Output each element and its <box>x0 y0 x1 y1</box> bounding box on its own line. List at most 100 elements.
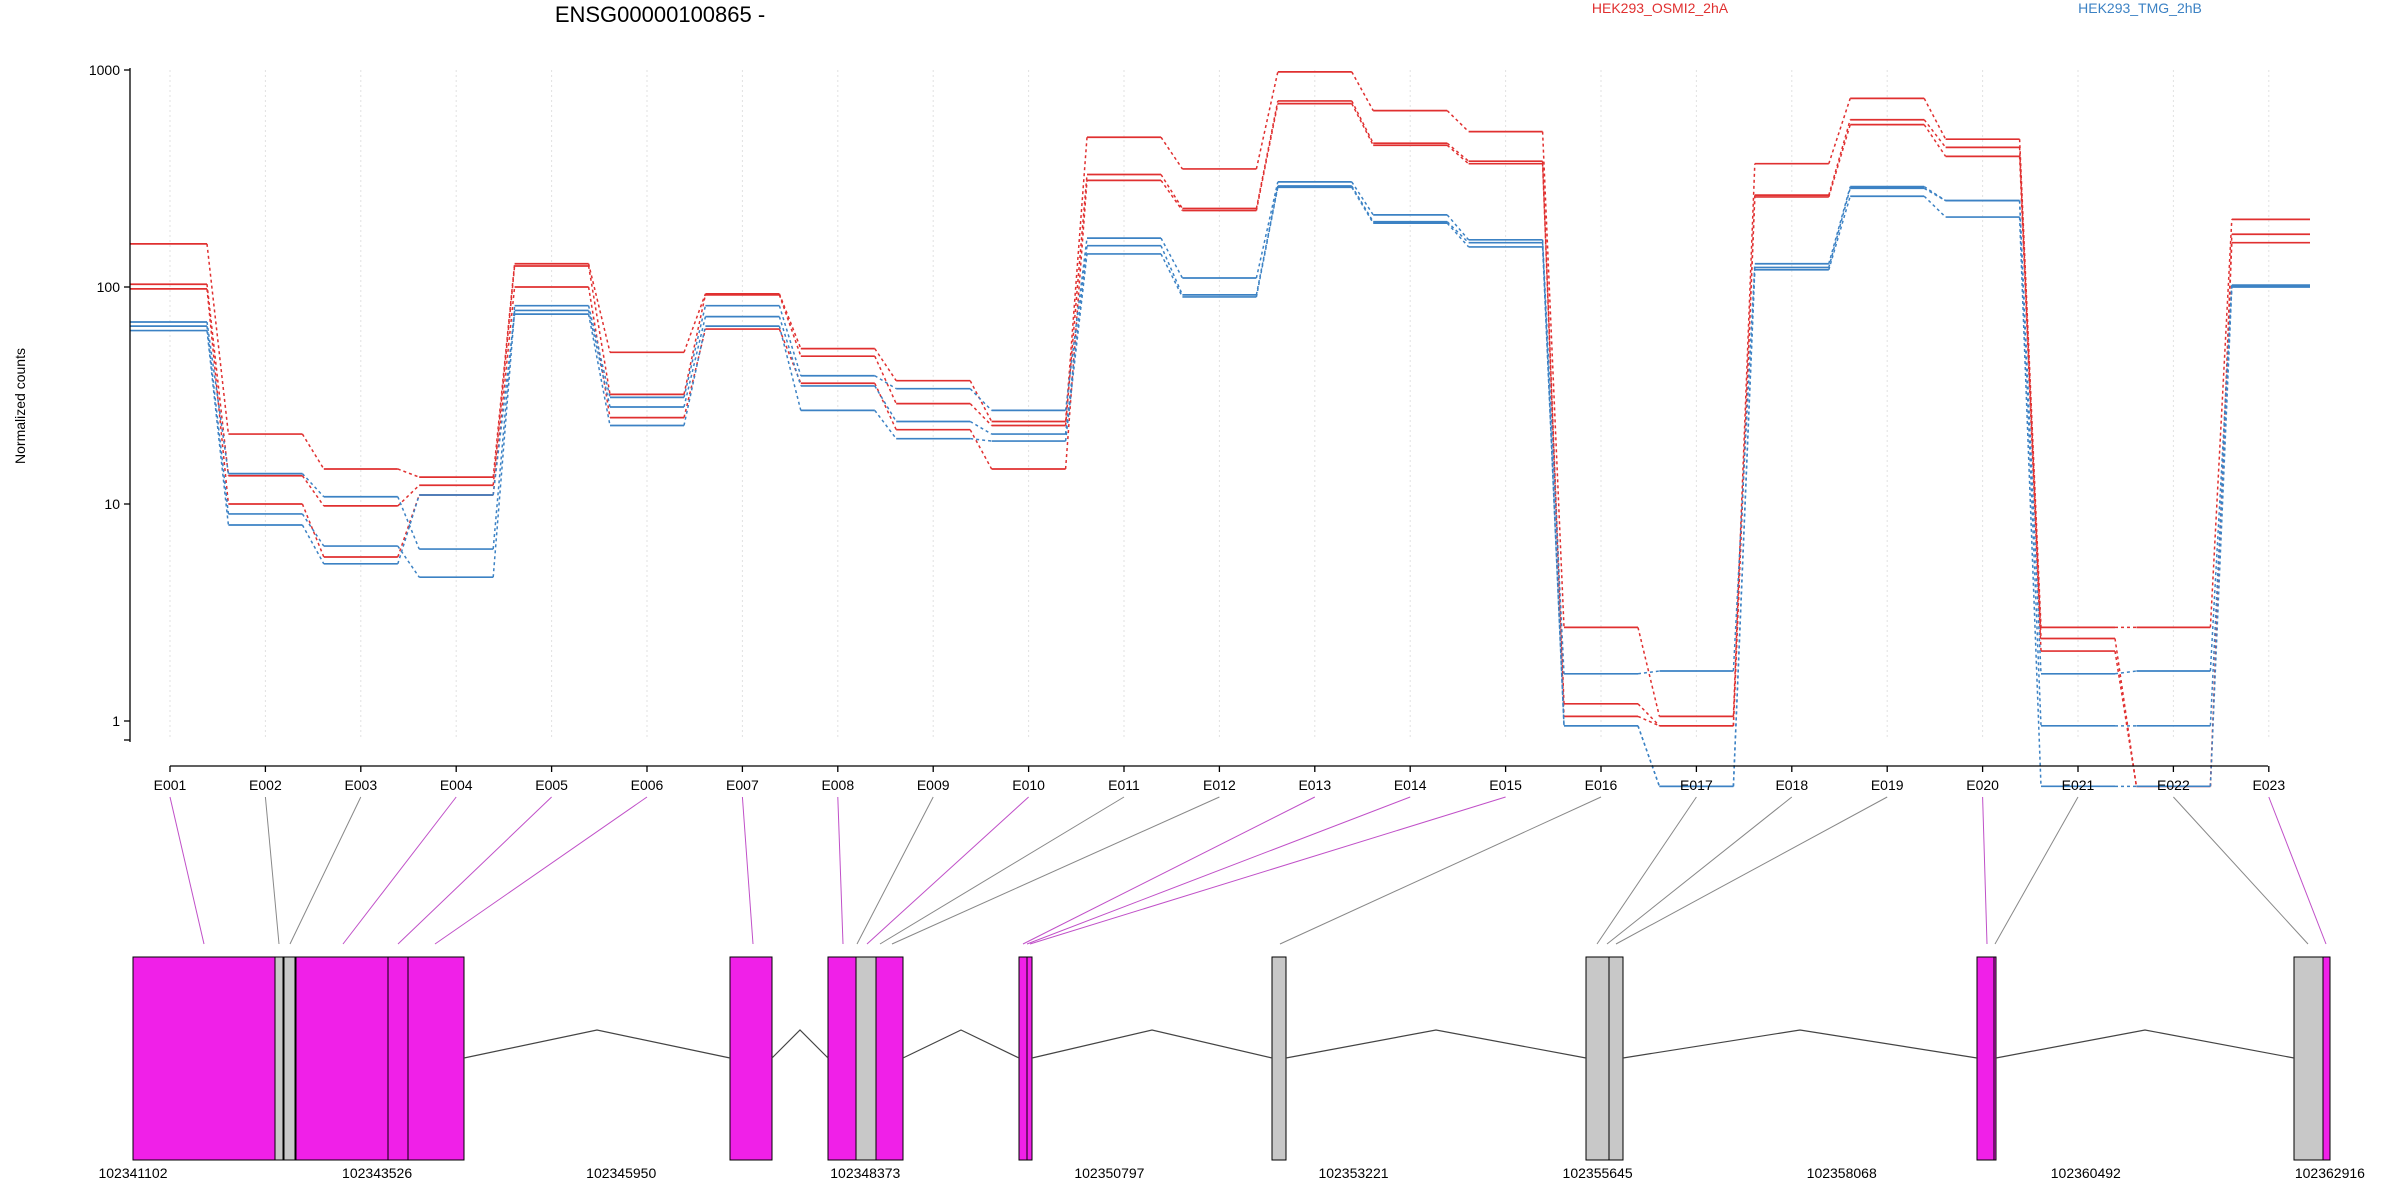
series-connector <box>1160 179 1184 212</box>
series-connector <box>1541 163 1565 717</box>
genomic-coordinate-label: 102350797 <box>1074 1165 1144 1181</box>
series-connector <box>1732 263 1756 672</box>
x-tick-label: E002 <box>249 777 282 793</box>
series-connector <box>778 325 802 411</box>
series-lines <box>130 71 2310 788</box>
exon-connector <box>856 796 934 945</box>
series-connector <box>492 305 516 550</box>
series-connector <box>683 294 707 395</box>
series-connector <box>587 265 611 395</box>
x-tick-label: E016 <box>1585 777 1618 793</box>
series-connector <box>301 475 325 507</box>
x-tick-label: E013 <box>1298 777 1331 793</box>
series-group <box>130 181 2310 675</box>
x-tick-label: E004 <box>440 777 473 793</box>
genomic-coordinate-label: 102362916 <box>2295 1165 2365 1181</box>
y-tick-label: 1 <box>112 713 120 729</box>
series-connector <box>1732 269 1756 787</box>
series-connector <box>1923 195 1947 218</box>
exon-connector <box>1026 796 1411 945</box>
series-connector <box>970 437 992 442</box>
series-connector <box>397 545 420 578</box>
exon-block <box>2293 956 2324 1161</box>
series-connector <box>587 310 611 408</box>
y-tick-label: 10 <box>104 496 120 512</box>
series-connector <box>587 286 611 418</box>
series-connector <box>1446 144 1470 165</box>
series-connector <box>1064 245 1088 435</box>
genomic-coordinate-axis: 102341102 102343526 102345950 102348373 1023… <box>98 1165 2365 1181</box>
series-connector <box>587 263 611 353</box>
series-connector <box>969 380 993 422</box>
series-connector <box>2209 285 2233 672</box>
series-connector <box>1732 163 1756 717</box>
x-tick-label: E005 <box>535 777 568 793</box>
exon-connector <box>264 796 280 945</box>
y-tick-label: 100 <box>97 279 121 295</box>
exon-block <box>1608 956 1624 1161</box>
series-connector <box>2018 200 2042 726</box>
exon-connector <box>866 796 1029 945</box>
exon-connector <box>1606 796 1793 945</box>
exon-connector <box>1615 796 1888 945</box>
x-tick-label: E021 <box>2062 777 2095 793</box>
intron-line <box>1285 1029 1587 1059</box>
series-connector <box>1828 196 1851 271</box>
series-connector <box>874 348 897 382</box>
series-connector <box>1541 246 1565 726</box>
series-group <box>130 186 2310 788</box>
exon-connector <box>1982 796 1988 945</box>
intron-line <box>902 1029 1020 1059</box>
series-connector <box>1923 98 1947 140</box>
intron-line <box>1622 1029 1978 1059</box>
series-connector <box>301 513 325 547</box>
series-connector <box>778 294 802 357</box>
exon-block <box>855 956 877 1161</box>
exon-connector-lines <box>169 796 2327 945</box>
series-connector <box>301 433 325 470</box>
exon-block <box>407 956 465 1161</box>
series-connector <box>683 293 707 353</box>
series-connector <box>2114 650 2138 787</box>
exon-connector <box>1994 796 2079 945</box>
exon-block <box>875 956 904 1161</box>
series-connector <box>969 429 993 470</box>
series-connector <box>1064 238 1088 411</box>
series-connector <box>1541 131 1565 628</box>
series-connector <box>2114 638 2138 787</box>
exon-connector <box>434 796 648 945</box>
gene-model-track <box>132 956 2331 1161</box>
series-connector <box>301 473 325 498</box>
series-group <box>130 100 2310 788</box>
series-connector <box>492 310 516 578</box>
series-connector <box>683 326 707 426</box>
series-connector <box>1446 221 1470 244</box>
legend-label-tmg: HEK293_TMG_2hB <box>2078 0 2202 16</box>
series-connector <box>969 388 993 411</box>
series-connector <box>1446 142 1470 162</box>
series-connector <box>2018 200 2042 674</box>
x-tick-label: E001 <box>154 777 187 793</box>
series-connector <box>1351 100 1374 144</box>
exon-block <box>1585 956 1610 1161</box>
exon-connector <box>837 796 844 945</box>
x-axis: E001 E002 E003 E004 E005 E006 E007 E008 E009 E010… <box>154 765 2285 793</box>
series-connector <box>1446 214 1470 241</box>
exon-block <box>2322 956 2331 1161</box>
series-connector <box>1255 181 1279 279</box>
exon-block <box>729 956 773 1161</box>
x-tick-label: E023 <box>2252 777 2285 793</box>
series-connector <box>778 316 802 387</box>
series-connector <box>1828 188 1851 268</box>
exon-connector <box>342 796 457 945</box>
x-tick-label: E008 <box>821 777 854 793</box>
exon-block <box>1271 956 1287 1161</box>
genomic-coordinate-label: 102348373 <box>830 1165 900 1181</box>
genomic-coordinate-label: 102358068 <box>1807 1165 1877 1181</box>
series-connector <box>969 403 993 427</box>
series-connector <box>874 355 897 404</box>
series-connector <box>1923 124 1947 157</box>
series-connector <box>1351 71 1374 111</box>
exon-block <box>274 956 284 1161</box>
